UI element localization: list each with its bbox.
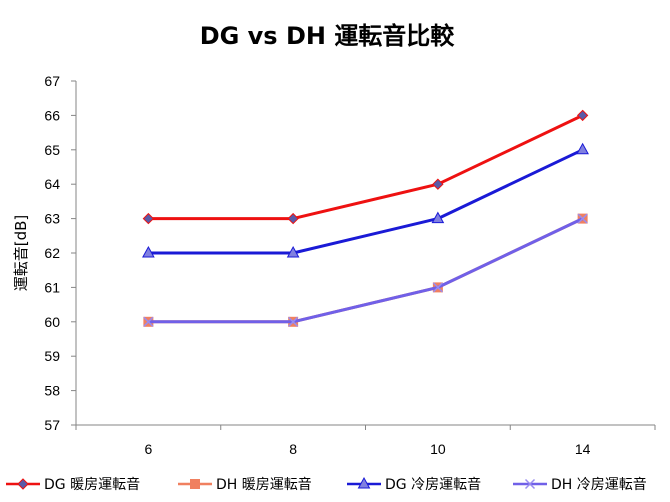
y-tick-label: 63 <box>44 211 60 227</box>
legend-marker <box>524 478 536 490</box>
data-point <box>286 245 300 258</box>
x-ticks: 6 8 10 14 <box>75 425 656 457</box>
x-tick-label: 8 <box>289 441 297 457</box>
y-tick-label: 59 <box>44 348 60 364</box>
y-tick-label: 62 <box>44 245 60 261</box>
data-point <box>143 316 154 327</box>
data-point <box>577 213 588 224</box>
data-point <box>288 316 299 327</box>
data-point <box>432 178 444 190</box>
data-point <box>142 212 155 225</box>
data-point <box>576 109 589 122</box>
legend-marker <box>190 479 200 489</box>
legend-item: DH 冷房運転音 <box>513 476 647 493</box>
legend-label: DG 暖房運転音 <box>44 476 140 493</box>
data-point <box>432 282 443 293</box>
series-line <box>148 217 584 324</box>
y-ticks: 57 58 59 60 61 62 63 64 65 66 67 <box>44 73 76 433</box>
legend: DG 暖房運転音 DH 暖房運転音 DG 冷房運転音 DH 冷房運転音 <box>6 476 647 493</box>
y-tick-label: 67 <box>44 73 60 89</box>
legend-item: DG 冷房運転音 <box>347 476 481 493</box>
y-tick-label: 66 <box>44 107 60 123</box>
y-tick-label: 58 <box>44 383 60 399</box>
data-point <box>287 212 299 225</box>
series-1 <box>142 109 589 225</box>
y-tick-label: 57 <box>44 417 60 433</box>
legend-label: DH 冷房運転音 <box>551 476 647 493</box>
data-point <box>576 142 589 155</box>
legend-marker <box>17 478 29 490</box>
y-axis-label: 運転音[dB] <box>12 215 30 292</box>
legend-item: DG 暖房運転音 <box>6 476 140 493</box>
data-point <box>431 211 445 224</box>
series-line <box>148 148 584 255</box>
legend-item: DH 暖房運転音 <box>178 476 312 493</box>
x-tick-label: 14 <box>575 441 591 457</box>
plot-series <box>142 109 589 327</box>
series-4 <box>143 213 588 327</box>
series-line <box>148 114 584 221</box>
y-tick-label: 64 <box>44 176 60 192</box>
y-tick-label: 65 <box>44 142 60 158</box>
x-tick-label: 6 <box>144 441 152 457</box>
series-2 <box>143 213 588 327</box>
x-tick-label: 10 <box>430 441 446 457</box>
y-tick-label: 60 <box>44 314 60 330</box>
y-tick-label: 61 <box>44 279 60 295</box>
data-point <box>142 245 155 258</box>
series-3 <box>142 142 589 258</box>
legend-marker <box>357 476 371 489</box>
legend-label: DG 冷房運転音 <box>385 476 481 493</box>
legend-label: DH 暖房運転音 <box>216 476 312 493</box>
chart-title: DG vs DH 運転音比較 <box>200 22 456 50</box>
series-line <box>148 217 584 324</box>
